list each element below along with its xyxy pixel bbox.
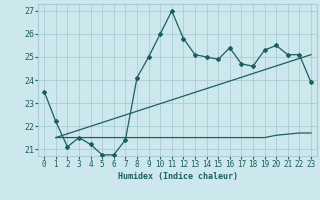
X-axis label: Humidex (Indice chaleur): Humidex (Indice chaleur)	[118, 172, 238, 181]
